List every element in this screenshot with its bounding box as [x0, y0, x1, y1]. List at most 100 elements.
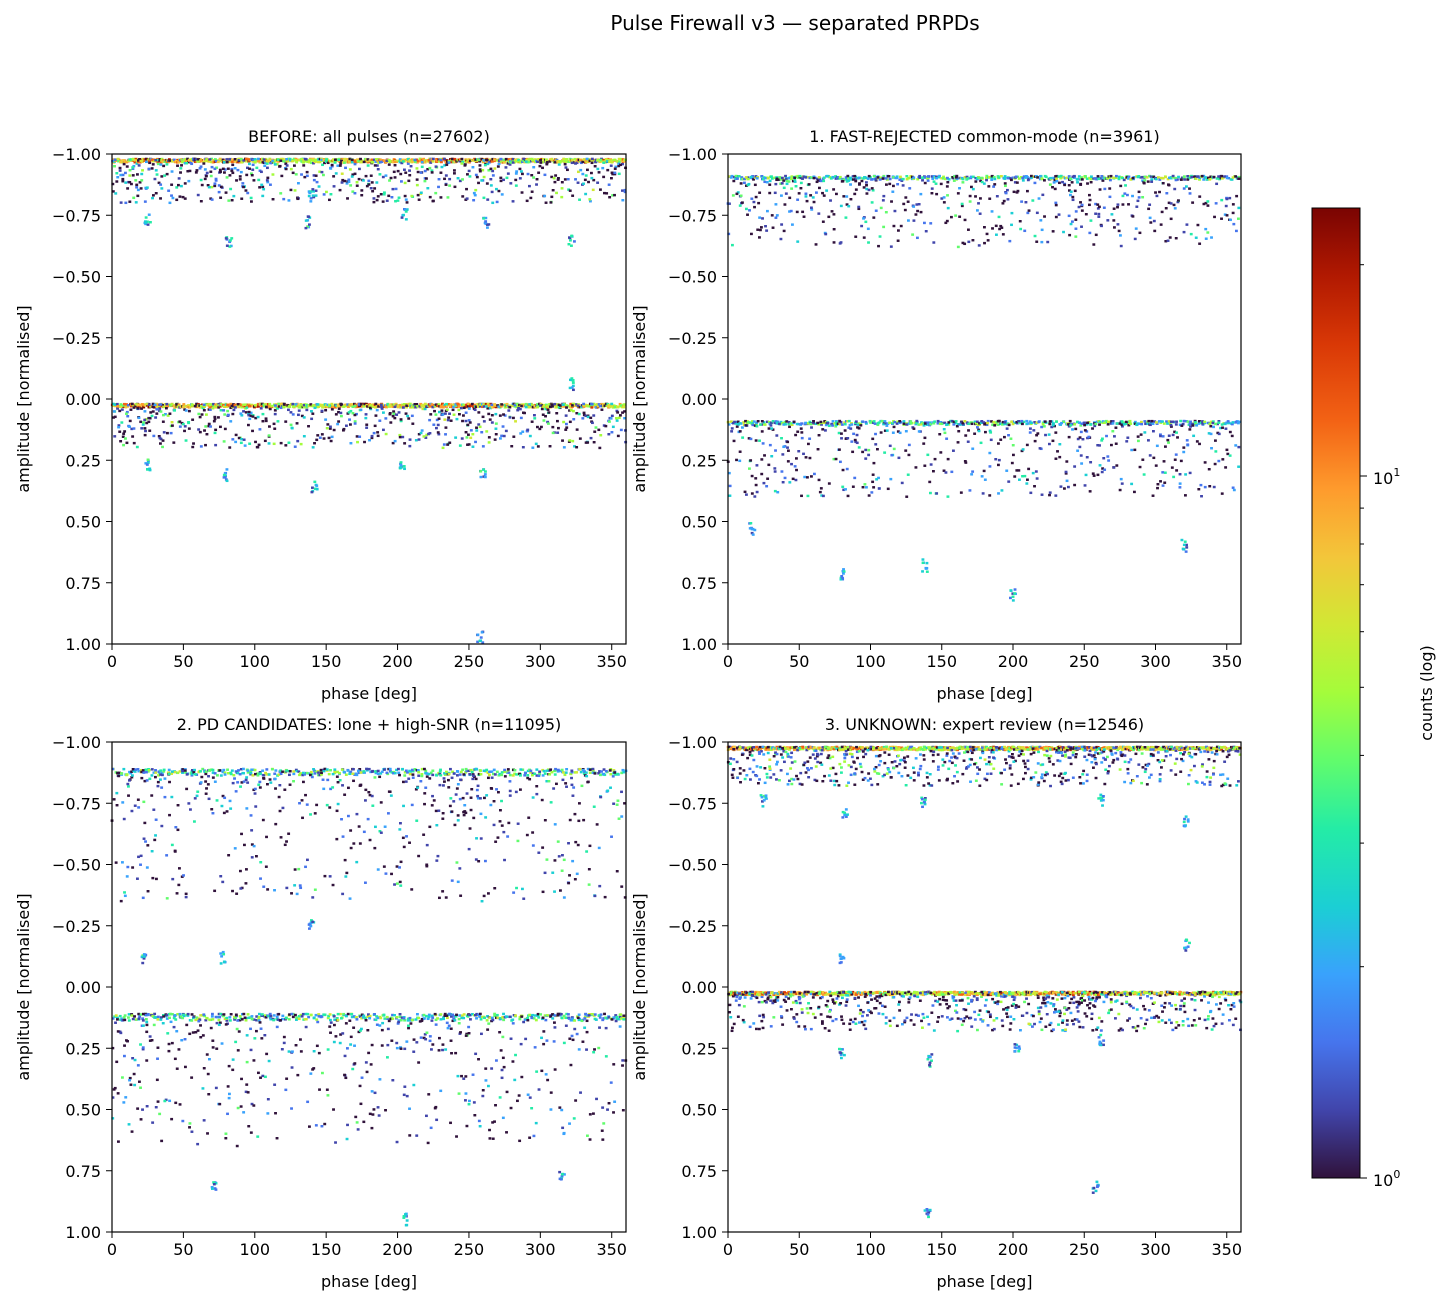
heatmap-cell: [959, 491, 963, 494]
heatmap-cell: [339, 162, 343, 165]
heatmap-cell: [167, 403, 171, 407]
heatmap-cell: [513, 405, 517, 408]
heatmap-cell: [548, 445, 552, 448]
heatmap-cell: [830, 422, 834, 426]
heatmap-cell: [448, 184, 452, 187]
heatmap-cell: [1038, 447, 1042, 450]
heatmap-cell: [906, 473, 910, 476]
heatmap-cell: [796, 240, 800, 243]
heatmap-cell: [514, 158, 517, 162]
heatmap-cell: [1006, 198, 1010, 201]
heatmap-cell: [249, 196, 253, 200]
heatmap-cell: [582, 402, 586, 406]
heatmap-cell: [569, 378, 572, 382]
heatmap-cell: [1143, 175, 1147, 179]
heatmap-cell: [134, 201, 138, 204]
heatmap-cell: [171, 424, 174, 427]
heatmap-cell: [387, 163, 391, 166]
heatmap-cell: [416, 161, 419, 164]
heatmap-cell: [155, 408, 159, 411]
heatmap-cell: [832, 457, 836, 461]
heatmap-cell: [393, 164, 397, 167]
heatmap-cell: [819, 487, 823, 490]
heatmap-cell: [391, 159, 395, 163]
heatmap-cell: [834, 425, 838, 428]
heatmap-cell: [817, 176, 821, 179]
heatmap-cell: [422, 406, 426, 409]
heatmap-cell: [165, 407, 168, 410]
heatmap-cell: [350, 161, 354, 164]
heatmap-cell: [892, 224, 896, 228]
heatmap-cell: [371, 403, 375, 406]
heatmap-cell: [1103, 468, 1107, 471]
heatmap-cell: [147, 403, 151, 406]
heatmap-cell: [474, 159, 477, 163]
heatmap-cell: [1098, 420, 1102, 424]
heatmap-cell: [1152, 219, 1156, 223]
heatmap-cell: [970, 185, 973, 189]
heatmap-cell: [1112, 207, 1116, 210]
heatmap-cell: [1167, 434, 1171, 437]
heatmap-cell: [967, 228, 970, 231]
heatmap-cell: [1149, 175, 1153, 178]
x-tick-label: 200: [382, 652, 413, 671]
heatmap-cell: [309, 403, 313, 406]
heatmap-cell: [1031, 471, 1035, 475]
heatmap-cell: [1105, 177, 1109, 180]
heatmap-cell: [892, 176, 896, 179]
heatmap-cell: [765, 229, 769, 232]
heatmap-cell: [921, 179, 924, 182]
heatmap-cell: [350, 175, 354, 178]
heatmap-cell: [242, 403, 246, 406]
heatmap-cell: [1035, 240, 1039, 243]
heatmap-cell: [244, 157, 248, 161]
heatmap-cell: [610, 431, 614, 434]
heatmap-cell: [208, 158, 212, 161]
heatmap-cell: [952, 179, 956, 182]
heatmap-cell: [843, 423, 847, 426]
heatmap-cell: [738, 450, 742, 453]
heatmap-cell: [608, 196, 612, 199]
heatmap-cell: [219, 170, 222, 174]
heatmap-cell: [144, 429, 147, 433]
heatmap-cell: [479, 403, 482, 406]
heatmap-cell: [795, 422, 799, 426]
heatmap-cell: [113, 158, 117, 161]
heatmap-cell: [1017, 469, 1021, 472]
heatmap-cell: [162, 413, 165, 417]
heatmap-cell: [748, 527, 752, 530]
heatmap-cell: [176, 164, 179, 167]
heatmap-cell: [611, 425, 615, 429]
heatmap-cell: [229, 187, 233, 191]
heatmap-cell: [194, 158, 198, 161]
heatmap-cell: [895, 422, 899, 425]
heatmap-cell: [305, 404, 309, 407]
heatmap-cell: [1207, 432, 1211, 435]
heatmap-cell: [1105, 434, 1108, 438]
heatmap-cell: [163, 160, 167, 164]
heatmap-cell: [307, 190, 311, 193]
heatmap-cell: [1182, 187, 1186, 190]
heatmap-cell: [390, 196, 394, 199]
heatmap-cell: [392, 412, 396, 415]
heatmap-cell: [140, 427, 144, 430]
heatmap-cell: [143, 427, 147, 430]
heatmap-cell: [265, 162, 269, 165]
heatmap-cell: [516, 160, 520, 163]
heatmap-cell: [436, 431, 440, 434]
heatmap-cell: [980, 176, 984, 180]
heatmap-cell: [542, 403, 546, 407]
heatmap-cell: [1113, 226, 1116, 229]
heatmap-cell: [323, 161, 326, 165]
heatmap-cell: [460, 162, 464, 165]
heatmap-cell: [912, 219, 916, 222]
heatmap-cell: [375, 198, 379, 202]
heatmap-cell: [842, 572, 845, 575]
heatmap-cell: [1210, 236, 1213, 239]
heatmap-cell: [604, 424, 608, 428]
heatmap-cell: [1191, 424, 1195, 427]
heatmap-cell: [575, 412, 579, 415]
heatmap-cell: [210, 160, 213, 164]
heatmap-cell: [304, 158, 308, 161]
heatmap-cell: [794, 185, 798, 188]
